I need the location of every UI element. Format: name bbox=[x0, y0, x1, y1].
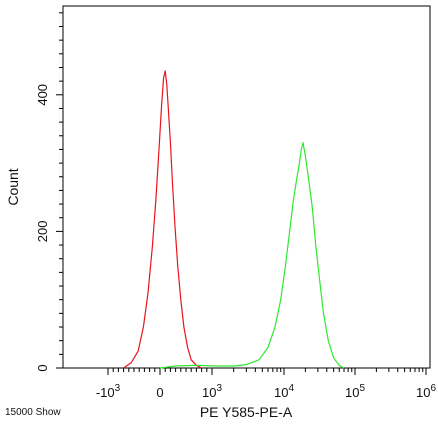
x-tick-label: -103 bbox=[96, 383, 121, 400]
footer-note: 15000 Show bbox=[5, 407, 61, 418]
x-axis-label: PE Y585-PE-A bbox=[200, 404, 293, 420]
x-tick-label: 105 bbox=[345, 383, 365, 400]
y-axis-ticks: 0 200 400 bbox=[35, 12, 63, 372]
series-line-1 bbox=[123, 70, 202, 369]
x-tick-label: 106 bbox=[416, 383, 436, 400]
x-tick-label: 103 bbox=[202, 383, 222, 400]
series-line-2 bbox=[159, 142, 345, 369]
x-tick-label: 104 bbox=[274, 383, 294, 400]
histogram-series bbox=[123, 70, 345, 369]
y-tick-label: 0 bbox=[35, 364, 50, 371]
x-tick-label: 0 bbox=[156, 385, 163, 400]
plot-area bbox=[62, 5, 431, 369]
y-axis-label: Count bbox=[5, 168, 21, 205]
y-tick-label: 200 bbox=[35, 221, 50, 243]
y-tick-label: 400 bbox=[35, 84, 50, 106]
x-axis-ticks: -103 0 103 104 105 106 bbox=[96, 368, 436, 400]
